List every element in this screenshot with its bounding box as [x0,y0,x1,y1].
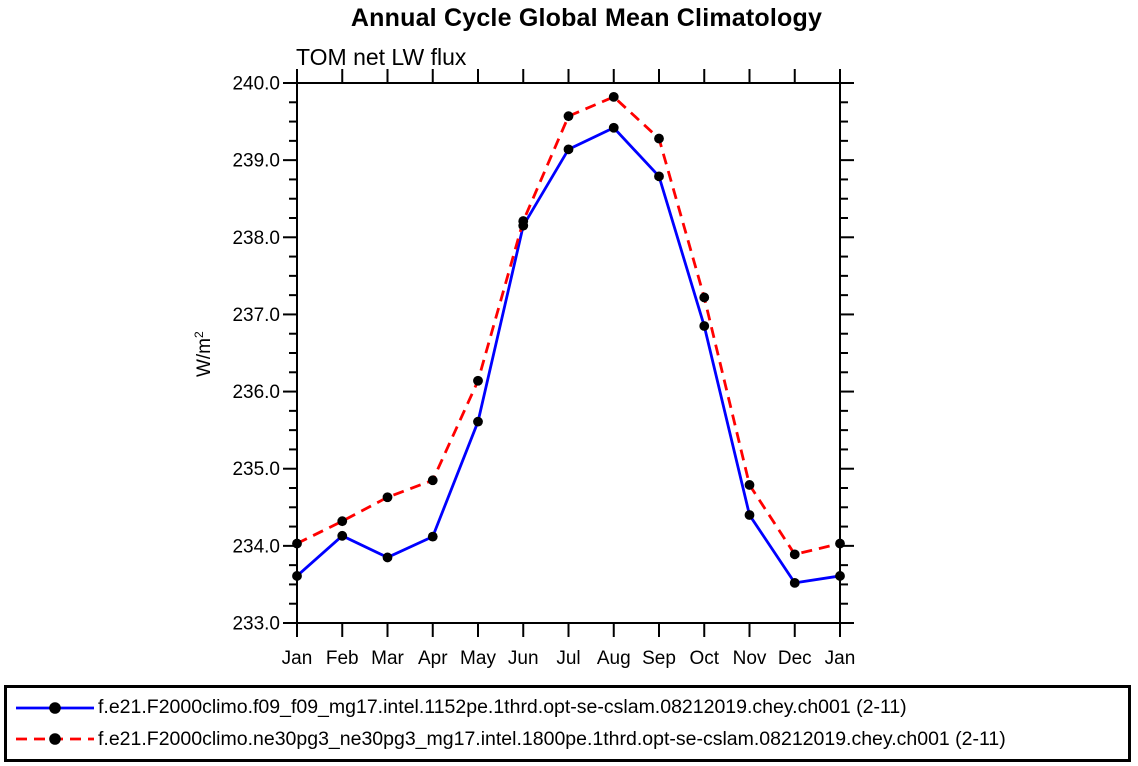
data-point [789,549,800,560]
data-point [654,171,664,182]
data-point [744,480,755,490]
data-point [699,321,710,331]
y-tick-label: 237.0 [232,305,280,326]
data-point [835,538,845,549]
data-point [563,144,574,155]
legend-item: f.e21.F2000climo.ne30pg3_ne30pg3_mg17.in… [12,728,1128,751]
data-point [563,111,574,122]
data-point [608,122,619,133]
x-tick-label: Apr [418,648,448,669]
data-point [427,475,438,486]
series-markers-0 [292,122,845,588]
x-tick-label: Nov [733,648,767,669]
series-markers-1 [292,91,845,560]
data-point [473,416,483,427]
data-point [473,375,483,386]
data-point [699,292,710,303]
data-point [292,571,302,581]
x-tick-label: Aug [597,648,631,669]
data-point [337,530,348,541]
legend-label: f.e21.F2000climo.f09_f09_mg17.intel.1152… [98,696,907,719]
legend-solid-line-icon [16,702,94,714]
y-tick-label: 240.0 [232,74,280,95]
x-tick-label: Mar [371,648,404,669]
y-tick-label: 234.0 [232,536,280,557]
y-tick-label: 235.0 [232,459,280,480]
legend-label: f.e21.F2000climo.ne30pg3_ne30pg3_mg17.in… [98,727,1006,750]
x-tick-label: Feb [326,648,359,669]
data-point [789,577,800,588]
data-point [382,552,393,563]
data-point [835,571,845,581]
data-point [744,510,755,520]
x-tick-label: May [460,648,496,669]
x-tick-label: Jan [282,648,313,669]
legend-item: f.e21.F2000climo.f09_f09_mg17.intel.1152… [12,696,1128,719]
data-point [337,516,348,527]
x-tick-label: Oct [689,648,719,669]
x-tick-label: Sep [642,648,676,669]
axis-tick-labels: 233.0 234.0 235.0 236.0 237.0 238.0 239.0 240.0… [232,74,855,670]
x-tick-label: Jul [556,648,580,669]
series-line-0 [296,126,841,585]
y-tick-label: 239.0 [232,151,280,172]
data-point [654,133,664,144]
axis-ticks [283,69,854,637]
data-point [427,531,438,542]
y-tick-label: 238.0 [232,228,280,249]
data-point [608,91,619,102]
y-tick-label: 236.0 [232,382,280,403]
x-tick-label: Jun [508,648,539,669]
plot-frame [296,82,841,624]
data-point [292,538,302,549]
chart-title: Annual Cycle Global Mean Climatology [350,4,823,32]
data-point [518,216,529,226]
legend-box: f.e21.F2000climo.f09_f09_mg17.intel.1152… [4,685,1131,762]
chart-subtitle: TOM net LW flux [296,44,467,70]
y-tick-label: 233.0 [232,614,280,635]
series-line-1 [296,95,841,556]
data-point [382,492,393,503]
x-tick-label: Jan [825,648,856,669]
x-tick-label: Dec [778,648,812,669]
legend-dashed-line-icon [16,733,94,745]
